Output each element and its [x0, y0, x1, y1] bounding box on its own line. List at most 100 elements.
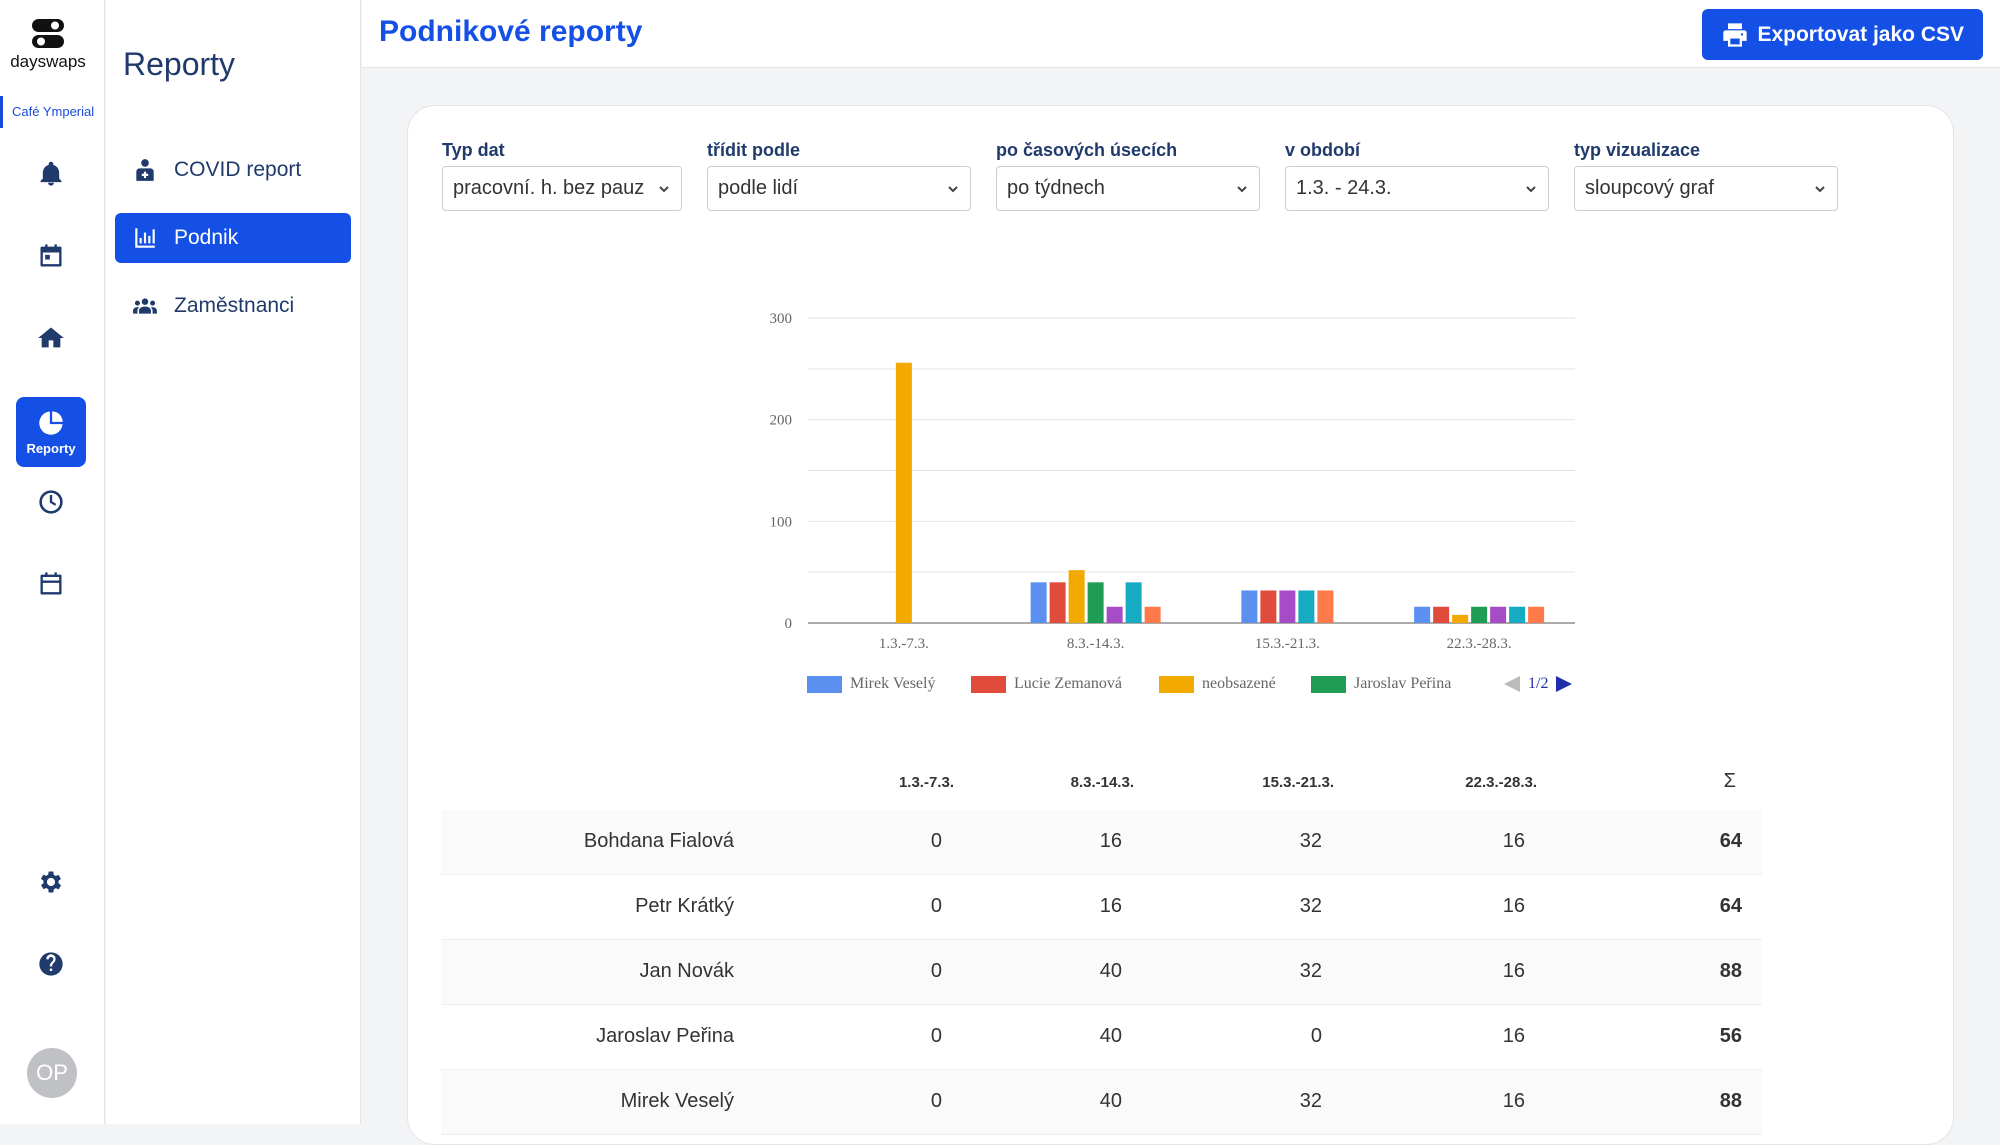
rail-calendar[interactable]	[16, 221, 86, 291]
export-csv-button[interactable]: Exportovat jako CSV	[1702, 9, 1983, 60]
rail-reports[interactable]: Reporty	[16, 397, 86, 467]
legend-label: neobsazené	[1202, 675, 1276, 692]
x-tick-label: 8.3.-14.3.	[1067, 636, 1125, 652]
rail-schedule[interactable]	[16, 549, 86, 619]
rail-notifications[interactable]	[16, 139, 86, 209]
row-value: 0	[930, 830, 942, 852]
bar	[1433, 606, 1450, 623]
y-tick-label: 0	[785, 616, 793, 632]
y-tick-label: 100	[770, 514, 793, 530]
logo-text: dayswaps	[10, 52, 86, 71]
reports-subnav: Reporty COVID report Podnik Zaměstnanci	[106, 0, 361, 1124]
main-rail: dayswaps Café Ymperial Reporty OP	[0, 0, 105, 1124]
row-sum: 64	[1719, 895, 1742, 917]
legend-item-neobsazene[interactable]: neobsazené	[1159, 675, 1276, 693]
table-row: Petr Krátký 0 16 32 16 64	[441, 875, 1762, 940]
chevron-down-icon	[1815, 185, 1825, 192]
row-value: 16	[1502, 960, 1525, 982]
row-value: 32	[1299, 895, 1322, 917]
help-icon	[39, 952, 63, 976]
bar	[1125, 582, 1142, 623]
table-row: Jan Novák 0 40 32 16 88	[441, 940, 1762, 1005]
legend-swatch	[807, 675, 842, 693]
legend-item-lucie-zemanova[interactable]: Lucie Zemanová	[971, 675, 1122, 693]
subnav-item-label: Podnik	[174, 226, 239, 249]
subnav-item-zamestnanci[interactable]: Zaměstnanci	[115, 281, 351, 331]
app-logo[interactable]: dayswaps	[0, 16, 96, 72]
clock-icon	[39, 490, 63, 514]
rail-time[interactable]	[16, 467, 86, 537]
typ-dat-select[interactable]: pracovní. h. bez pauz	[442, 166, 682, 211]
bar-chart-icon	[135, 228, 155, 248]
legend-swatch	[1159, 675, 1194, 693]
bar	[1260, 590, 1277, 623]
legend-item-jaroslav-perina[interactable]: Jaroslav Peřina	[1311, 675, 1451, 693]
avatar[interactable]: OP	[27, 1048, 77, 1098]
bar	[1528, 606, 1545, 623]
subnav-item-covid-report[interactable]: COVID report	[115, 145, 351, 195]
bell-icon	[40, 161, 62, 186]
bar	[1049, 582, 1066, 623]
legend-swatch	[1311, 675, 1346, 693]
rail-home[interactable]	[16, 303, 86, 373]
x-tick-label: 15.3.-21.3.	[1255, 636, 1320, 652]
calendar-icon	[40, 244, 62, 267]
medical-person-icon	[136, 159, 154, 181]
rail-settings[interactable]	[16, 847, 86, 917]
row-sum: 88	[1719, 1090, 1742, 1112]
table-row: Mirek Veselý 0 40 32 16 88	[441, 1070, 1762, 1135]
column-header: 15.3.-21.3.	[1262, 774, 1334, 791]
legend-swatch	[971, 675, 1006, 693]
row-name: Petr Krátký	[635, 895, 734, 917]
bar	[895, 362, 912, 623]
select-value: pracovní. h. bez pauz	[453, 177, 645, 199]
filter-label: po časových úsecích	[996, 140, 1178, 160]
typ-vizualizace-select[interactable]: sloupcový graf	[1574, 166, 1838, 211]
tridit-podle-select[interactable]: podle lidí	[707, 166, 971, 211]
x-tick-label: 22.3.-28.3.	[1447, 636, 1512, 652]
bar	[1279, 590, 1296, 623]
v-obdobi-select[interactable]: 1.3. - 24.3.	[1285, 166, 1549, 211]
casove-useky-select[interactable]: po týdnech	[996, 166, 1260, 211]
row-value: 0	[930, 1090, 942, 1112]
subnav-title: Reporty	[123, 46, 236, 82]
filter-casove-useky: po časových úsecích po týdnech	[996, 140, 1260, 211]
legend-next-icon[interactable]	[1556, 676, 1573, 692]
legend-item-mirek-vesely[interactable]: Mirek Veselý	[807, 675, 935, 693]
filter-v-obdobi: v období 1.3. - 24.3.	[1285, 140, 1549, 211]
rail-help[interactable]	[16, 929, 86, 999]
column-header: Σ	[1723, 770, 1736, 792]
export-csv-label: Exportovat jako CSV	[1757, 22, 1964, 46]
row-value: 0	[930, 895, 942, 917]
column-header: 22.3.-28.3.	[1465, 774, 1537, 791]
y-tick-label: 200	[770, 413, 793, 429]
bar	[1298, 590, 1315, 623]
pie-chart-icon	[39, 410, 63, 435]
subnav-item-label: Zaměstnanci	[174, 294, 295, 317]
chevron-down-icon	[948, 185, 958, 192]
row-value: 0	[1310, 1025, 1322, 1047]
column-header: 8.3.-14.3.	[1070, 774, 1134, 791]
bar	[1030, 582, 1047, 623]
row-value: 16	[1502, 1025, 1525, 1047]
row-name: Bohdana Fialová	[583, 830, 734, 852]
subnav-item-podnik[interactable]: Podnik	[115, 213, 351, 263]
row-name: Mirek Veselý	[620, 1090, 734, 1112]
legend-prev-icon[interactable]	[1504, 676, 1520, 692]
row-value: 32	[1299, 960, 1322, 982]
y-tick-label: 300	[770, 311, 793, 327]
bar	[1106, 606, 1123, 623]
bar	[1452, 614, 1469, 623]
chevron-down-icon	[1237, 185, 1247, 192]
org-name[interactable]: Café Ymperial	[0, 96, 105, 128]
filter-label: Typ dat	[442, 140, 505, 160]
filter-tridit-podle: třídit podle podle lidí	[707, 140, 971, 211]
row-sum: 56	[1719, 1025, 1742, 1047]
gear-icon	[40, 871, 62, 893]
bar	[1144, 606, 1161, 623]
filter-label: třídit podle	[707, 140, 800, 160]
table-header: 1.3.-7.3. 8.3.-14.3. 15.3.-21.3. 22.3.-28.3…	[441, 760, 1762, 810]
column-header: 1.3.-7.3.	[898, 774, 954, 791]
bar	[1317, 590, 1334, 623]
bar	[1068, 570, 1085, 623]
